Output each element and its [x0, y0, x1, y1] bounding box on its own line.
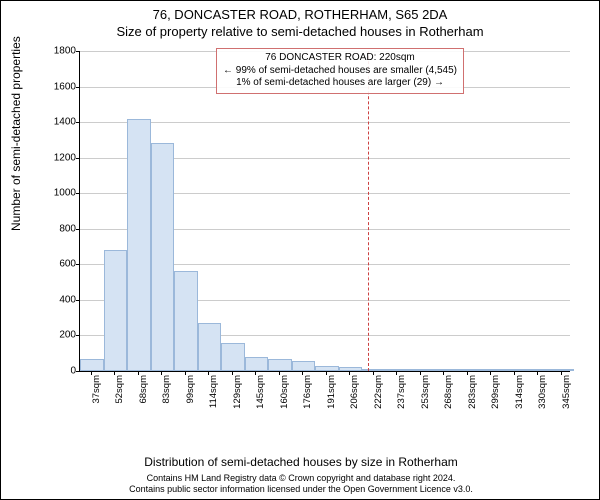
x-tick-label: 191sqm — [326, 375, 337, 409]
histogram-bar — [550, 369, 574, 371]
histogram-bar — [433, 369, 457, 371]
y-tick-label: 1000 — [54, 188, 76, 199]
y-tick-mark — [76, 51, 80, 52]
histogram-bar — [339, 367, 363, 371]
y-tick-mark — [76, 122, 80, 123]
page-subtitle: Size of property relative to semi-detach… — [1, 24, 599, 39]
x-tick-label: 222sqm — [373, 375, 384, 409]
x-tick-label: 237sqm — [396, 375, 407, 409]
histogram-bar — [245, 357, 269, 371]
callout-line1: 76 DONCASTER ROAD: 220sqm — [223, 52, 457, 65]
y-tick-mark — [76, 193, 80, 194]
histogram-bar — [527, 369, 551, 371]
y-tick-label: 1800 — [54, 46, 76, 57]
y-tick-label: 800 — [59, 223, 76, 234]
histogram-bar — [456, 369, 480, 371]
x-tick-label: 129sqm — [232, 375, 243, 409]
x-tick-label: 160sqm — [279, 375, 290, 409]
histogram-bar — [127, 119, 151, 371]
footer-attribution: Contains HM Land Registry data © Crown c… — [1, 473, 600, 495]
x-tick-label: 206sqm — [349, 375, 360, 409]
x-tick-label: 314sqm — [514, 375, 525, 409]
histogram-bar — [503, 369, 527, 371]
x-tick-label: 83sqm — [161, 375, 172, 404]
y-tick-mark — [76, 158, 80, 159]
x-tick-label: 99sqm — [185, 375, 196, 404]
y-axis-label: Number of semi-detached properties — [9, 36, 23, 231]
x-tick-label: 253sqm — [420, 375, 431, 409]
histogram-bar — [268, 359, 292, 371]
x-tick-label: 345sqm — [561, 375, 572, 409]
callout-line3: 1% of semi-detached houses are larger (2… — [223, 77, 457, 90]
y-tick-mark — [76, 300, 80, 301]
histogram-bar — [362, 369, 386, 371]
footer-line1: Contains HM Land Registry data © Crown c… — [1, 473, 600, 484]
callout-line2: ← 99% of semi-detached houses are smalle… — [223, 65, 457, 78]
y-tick-mark — [76, 87, 80, 88]
y-tick-mark — [76, 371, 80, 372]
x-tick-label: 114sqm — [208, 375, 219, 408]
x-tick-label: 37sqm — [91, 375, 102, 404]
y-tick-label: 1400 — [54, 117, 76, 128]
histogram-bar — [292, 361, 316, 371]
reference-line — [368, 51, 369, 371]
callout-box: 76 DONCASTER ROAD: 220sqm ← 99% of semi-… — [216, 48, 464, 94]
x-tick-label: 52sqm — [114, 375, 125, 404]
x-tick-label: 330sqm — [537, 375, 548, 409]
histogram-bar — [104, 250, 128, 371]
chart-container: 02004006008001000120014001600180037sqm52… — [45, 43, 575, 423]
histogram-bar — [80, 359, 104, 371]
x-tick-label: 299sqm — [490, 375, 501, 409]
histogram-bar — [480, 369, 504, 371]
y-tick-mark — [76, 229, 80, 230]
x-tick-label: 68sqm — [138, 375, 149, 404]
y-tick-label: 600 — [59, 259, 76, 270]
y-tick-label: 1200 — [54, 152, 76, 163]
histogram-bar — [151, 143, 175, 371]
y-tick-label: 1600 — [54, 81, 76, 92]
plot-area: 02004006008001000120014001600180037sqm52… — [79, 51, 570, 372]
gridline — [80, 122, 570, 123]
histogram-bar — [386, 369, 410, 371]
y-tick-label: 200 — [59, 330, 76, 341]
histogram-bar — [174, 271, 198, 371]
x-tick-label: 268sqm — [443, 375, 454, 409]
x-tick-label: 145sqm — [255, 375, 266, 409]
histogram-bar — [409, 369, 433, 371]
histogram-bar — [221, 343, 245, 371]
x-axis-label: Distribution of semi-detached houses by … — [1, 455, 600, 469]
x-tick-label: 176sqm — [302, 375, 313, 409]
y-tick-label: 400 — [59, 294, 76, 305]
histogram-bar — [198, 323, 222, 371]
page-title: 76, DONCASTER ROAD, ROTHERHAM, S65 2DA — [1, 7, 599, 22]
histogram-bar — [315, 366, 339, 371]
y-tick-mark — [76, 264, 80, 265]
footer-line2: Contains public sector information licen… — [1, 484, 600, 495]
x-tick-label: 283sqm — [467, 375, 478, 409]
y-tick-mark — [76, 335, 80, 336]
